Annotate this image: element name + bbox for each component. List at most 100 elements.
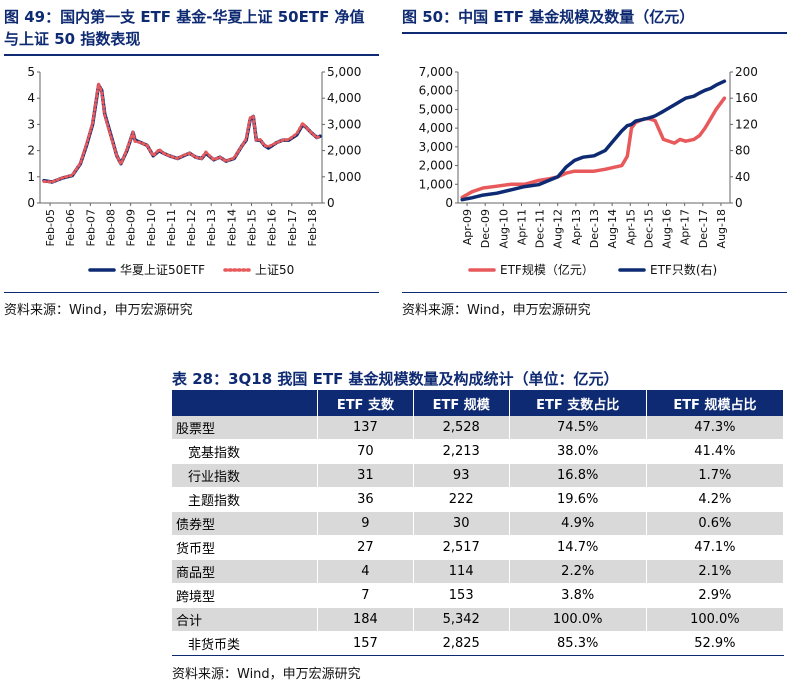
y-left-tick-label: 4,000 — [419, 121, 453, 135]
row-label: 股票型 — [172, 416, 318, 440]
cell-count: 36 — [317, 487, 414, 512]
y-right-tick-label: 200 — [735, 65, 758, 79]
legend-label-1: ETF只数(右) — [650, 262, 717, 277]
cell-count: 70 — [317, 439, 414, 464]
table-row: 非货币类 157 2,825 85.3% 52.9% — [172, 631, 785, 656]
table-row: 商品型 4 114 2.2% 2.1% — [172, 559, 785, 584]
y-left-tick-label: 6,000 — [419, 84, 453, 98]
x-tick-label: Feb-07 — [84, 209, 97, 246]
table-row: 行业指数 31 93 16.8% 1.7% — [172, 463, 785, 488]
left-source-text: 资料来源：Wind，申万宏源研究 — [4, 303, 193, 318]
series-line-0 — [42, 83, 322, 184]
legend-label-1: 上证50 — [255, 263, 294, 277]
header-size-pct: ETF 规模占比 — [646, 390, 785, 416]
legend-label-0: ETF规模（亿元） — [500, 262, 594, 277]
y-left-tick-label: 0 — [445, 196, 453, 210]
cell-count-pct: 19.6% — [509, 487, 647, 512]
x-tick-label: Dec-13 — [588, 209, 601, 248]
x-tick-label: Feb-14 — [225, 209, 238, 246]
x-tick-label: Feb-09 — [125, 209, 138, 246]
row-label: 非货币类 — [172, 631, 318, 656]
cell-size-pct: 2.1% — [646, 559, 785, 584]
y-left-tick-label: 3,000 — [419, 140, 453, 154]
y-right-tick-label: 120 — [735, 117, 758, 131]
cell-size-pct: 100.0% — [646, 607, 785, 632]
x-tick-label: Feb-17 — [286, 209, 299, 246]
y-left-tick-label: 5,000 — [419, 102, 453, 116]
x-tick-label: Aug-18 — [715, 209, 728, 248]
x-tick-label: Feb-10 — [145, 209, 158, 246]
y-right-tick-label: 0 — [327, 196, 335, 210]
cell-count-pct: 38.0% — [509, 439, 647, 464]
cell-size: 114 — [413, 559, 510, 584]
cell-count: 7 — [317, 583, 414, 608]
cell-size-pct: 0.6% — [646, 511, 785, 536]
cell-count: 9 — [317, 511, 414, 536]
x-tick-label: Apr-13 — [570, 209, 583, 245]
cell-count-pct: 14.7% — [509, 535, 647, 560]
y-right-tick-label: 2,000 — [327, 144, 361, 158]
table-source-rule — [172, 655, 784, 656]
x-tick-label: Feb-05 — [44, 209, 57, 246]
table-row: 货币型 27 2,517 14.7% 47.1% — [172, 535, 785, 560]
cell-size-pct: 4.2% — [646, 487, 785, 512]
y-right-tick-label: 40 — [735, 170, 750, 184]
table-row: 合计 184 5,342 100.0% 100.0% — [172, 607, 785, 632]
cell-size: 93 — [413, 463, 510, 488]
cell-size: 2,213 — [413, 439, 510, 464]
x-tick-label: Feb-15 — [246, 209, 259, 246]
right-chart-title: 图 50：中国 ETF 基金规模及数量（亿元） — [402, 8, 695, 26]
table-row: 宽基指数 70 2,213 38.0% 41.4% — [172, 439, 785, 464]
cell-count: 27 — [317, 535, 414, 560]
cell-size-pct: 47.3% — [646, 416, 785, 440]
header-label — [172, 390, 318, 416]
cell-count-pct: 3.8% — [509, 583, 647, 608]
x-tick-label: Apr-15 — [624, 209, 637, 245]
y-left-tick-label: 4 — [27, 91, 35, 105]
cell-size-pct: 2.9% — [646, 583, 785, 608]
x-tick-label: Feb-13 — [205, 209, 218, 246]
table-row: 跨境型 7 153 3.8% 2.9% — [172, 583, 785, 608]
cell-count-pct: 2.2% — [509, 559, 647, 584]
cell-size: 30 — [413, 511, 510, 536]
row-label: 债券型 — [172, 511, 318, 536]
row-label: 行业指数 — [172, 463, 318, 488]
y-right-tick-label: 1,000 — [327, 170, 361, 184]
table-title: 表 28：3Q18 我国 ETF 基金规模数量及构成统计（单位：亿元） — [172, 370, 619, 388]
x-tick-label: Feb-11 — [165, 209, 178, 246]
right-source-text: 资料来源：Wind，申万宏源研究 — [402, 303, 591, 318]
x-tick-label: Aug-12 — [552, 209, 565, 248]
cell-size: 153 — [413, 583, 510, 608]
table-row: 债券型 9 30 4.9% 0.6% — [172, 511, 785, 536]
y-right-tick-label: 4,000 — [327, 91, 361, 105]
series-line-1 — [460, 79, 727, 202]
row-label: 商品型 — [172, 559, 318, 584]
row-label: 宽基指数 — [172, 439, 318, 464]
row-label: 货币型 — [172, 535, 318, 560]
y-left-tick-label: 5 — [27, 65, 35, 79]
left-title-rule — [4, 54, 379, 56]
y-left-tick-label: 0 — [27, 196, 35, 210]
x-tick-label: Feb-16 — [266, 209, 279, 246]
y-left-tick-label: 1,000 — [419, 177, 453, 191]
left-chart-title-line2: 与上证 50 指数表现 — [4, 30, 141, 48]
y-left-tick-label: 2 — [27, 144, 35, 158]
y-left-tick-label: 3 — [27, 117, 35, 131]
etf-stats-table: ETF 支数 ETF 规模 ETF 支数占比 ETF 规模占比 股票型 137 2,… — [172, 390, 785, 656]
cell-count-pct: 100.0% — [509, 607, 647, 632]
series-line-0 — [460, 96, 727, 200]
y-left-tick-label: 1 — [27, 170, 35, 184]
y-left-tick-label: 7,000 — [419, 65, 453, 79]
cell-size: 5,342 — [413, 607, 510, 632]
legend-label-0: 华夏上证50ETF — [120, 263, 205, 277]
left-source-rule — [4, 292, 379, 293]
x-tick-label: Dec-15 — [642, 209, 655, 248]
x-tick-label: Aug-10 — [497, 209, 510, 248]
cell-count: 157 — [317, 631, 414, 656]
y-right-tick-label: 5,000 — [327, 65, 361, 79]
cell-count: 31 — [317, 463, 414, 488]
table-row: 主题指数 36 222 19.6% 4.2% — [172, 487, 785, 512]
x-tick-label: Dec-17 — [697, 209, 710, 248]
x-tick-label: Dec-11 — [534, 209, 547, 248]
x-tick-label: Aug-14 — [606, 209, 619, 248]
